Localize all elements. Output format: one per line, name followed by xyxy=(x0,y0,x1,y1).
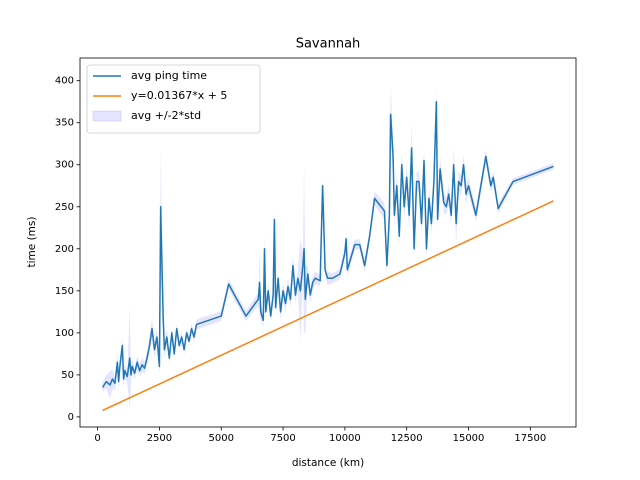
y-tick-label: 350 xyxy=(55,118,74,129)
x-tick-label: 5000 xyxy=(209,433,234,444)
y-tick-label: 400 xyxy=(55,76,74,87)
y-tick-label: 200 xyxy=(55,244,74,255)
x-tick-label: 12500 xyxy=(391,433,423,444)
series-line xyxy=(102,200,554,412)
x-tick-label: 2500 xyxy=(147,433,172,444)
legend-swatch xyxy=(92,110,122,122)
y-tick-label: 150 xyxy=(55,286,74,297)
x-tick-label: 17500 xyxy=(514,433,546,444)
y-tick-label: 0 xyxy=(68,412,74,423)
y-tick-label: 250 xyxy=(55,202,74,213)
x-axis-label: distance (km) xyxy=(292,457,364,469)
legend-box xyxy=(86,64,261,134)
y-tick-label: 300 xyxy=(55,160,74,171)
series-line xyxy=(101,100,554,388)
std-band xyxy=(102,85,554,409)
y-tick-label: 100 xyxy=(55,328,74,339)
plot-frame xyxy=(79,57,577,428)
legend-label: avg +/-2*std xyxy=(131,109,201,122)
x-tick-label: 7500 xyxy=(270,433,295,444)
legend-label: avg ping time xyxy=(131,69,207,82)
x-tick-label: 0 xyxy=(94,433,100,444)
y-tick-label: 50 xyxy=(61,370,74,381)
x-tick-label: 15000 xyxy=(453,433,485,444)
y-axis-label: time (ms) xyxy=(26,217,38,268)
chart-title: Savannah xyxy=(296,37,361,52)
x-tick-label: 10000 xyxy=(329,433,361,444)
legend-label: y=0.01367*x + 5 xyxy=(131,89,227,102)
